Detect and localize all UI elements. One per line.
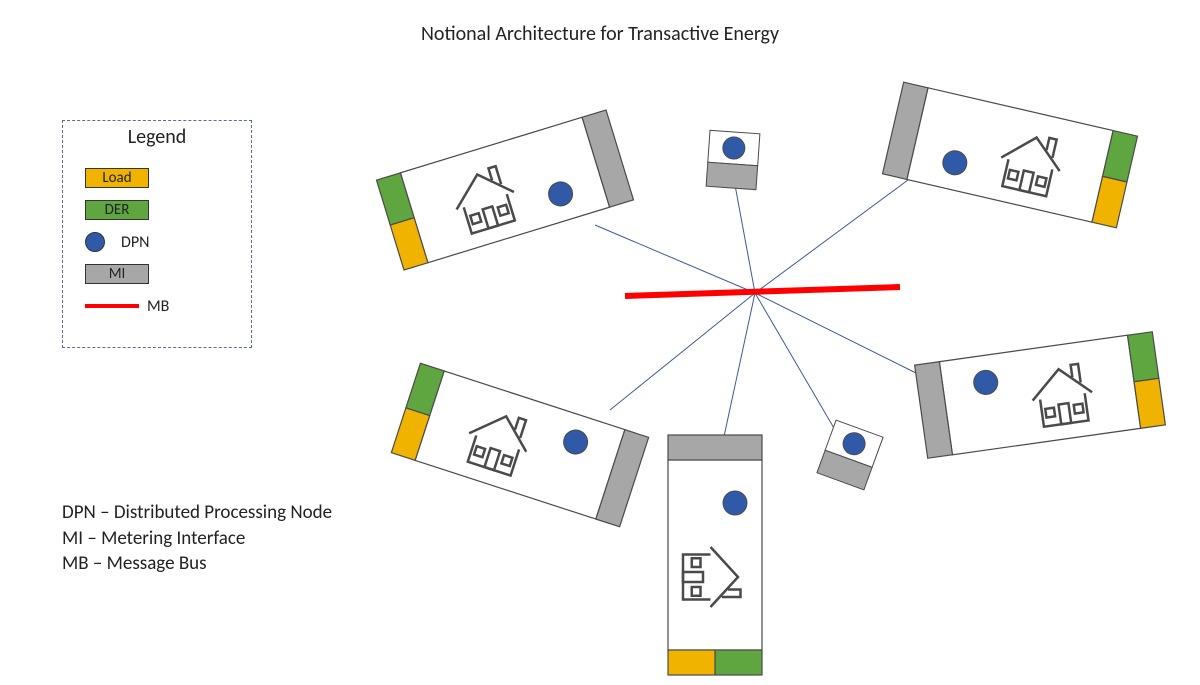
- house-unit: [883, 82, 1138, 228]
- mi-strip: [668, 435, 762, 460]
- unit-body: [939, 335, 1140, 455]
- dpn-node: [723, 491, 747, 515]
- house-unit: [668, 435, 762, 675]
- diagram-stage: Notional Architecture for Transactive En…: [0, 0, 1200, 685]
- unit-body: [400, 117, 609, 262]
- connector-line: [755, 180, 908, 293]
- cap-der: [715, 650, 762, 675]
- house-unit: [391, 363, 648, 527]
- diagram-canvas: [0, 0, 1200, 685]
- unit-body: [415, 371, 625, 519]
- small-mi: [706, 162, 758, 189]
- unit-body: [907, 88, 1113, 222]
- connector-line: [595, 225, 755, 293]
- cap-load: [668, 650, 715, 675]
- connector-line: [755, 293, 930, 380]
- small-unit: [706, 130, 760, 189]
- house-unit: [377, 110, 634, 270]
- connectors-group: [595, 180, 930, 455]
- connector-line: [755, 293, 838, 435]
- house-unit: [915, 332, 1166, 458]
- small-unit: [817, 420, 883, 490]
- connector-line: [735, 185, 755, 293]
- message-bus-line: [625, 287, 900, 296]
